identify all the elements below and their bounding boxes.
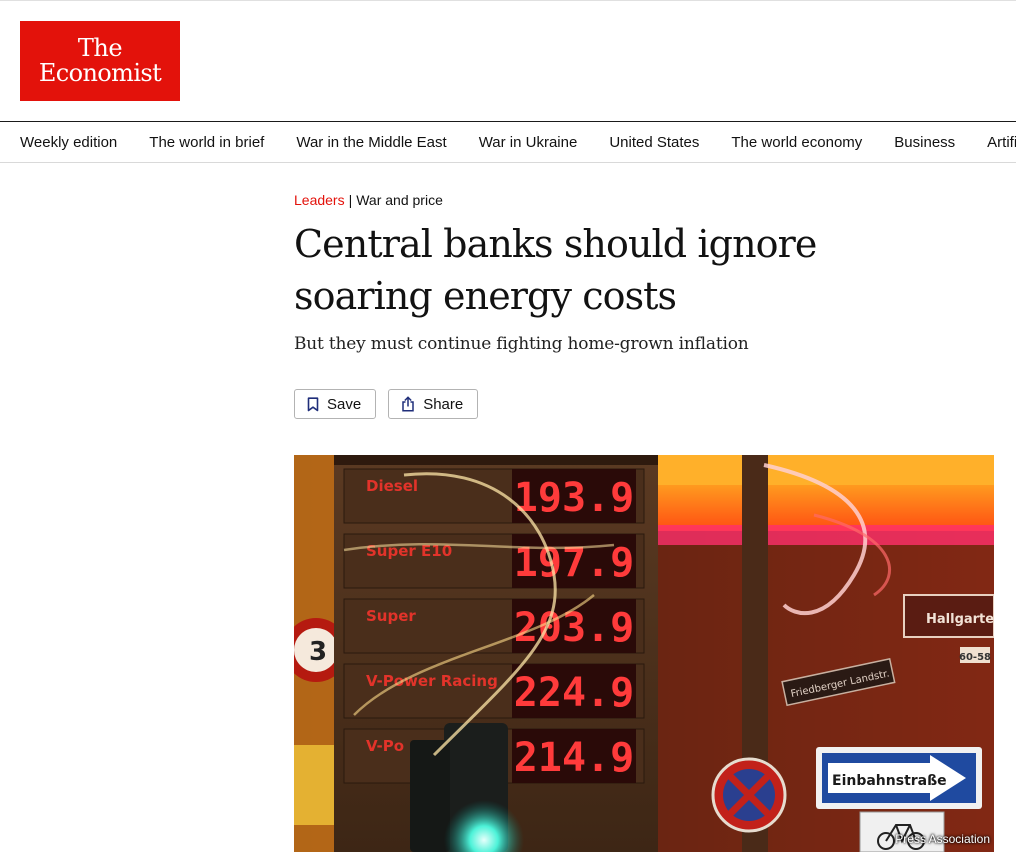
breadcrumb-separator: | (348, 192, 353, 208)
topic-link[interactable]: War and price (356, 192, 443, 208)
round-sign-number: 3 (309, 637, 327, 667)
fuel-label: V-Po (366, 737, 404, 755)
nav-list: Weekly edition The world in brief War in t… (0, 122, 1016, 162)
share-icon (402, 396, 414, 412)
nav-item-war-in-ukraine[interactable]: War in Ukraine (478, 133, 578, 151)
street-sign: Hallgartenstra (926, 612, 994, 627)
nav-item-business[interactable]: Business (894, 133, 956, 151)
section-link[interactable]: Leaders (294, 192, 345, 208)
fuel-station-photo: 3 Diesel 193.9 Super E10 197.9 Super 203.9 V-P… (294, 455, 994, 852)
economist-logo[interactable]: The Economist (20, 21, 180, 101)
nav-item-the-world-in-brief[interactable]: The world in brief (149, 133, 265, 151)
street-sign-number: 60-58 (959, 652, 991, 663)
price-row: Super E10 197.9 (343, 533, 645, 589)
fuel-label: Diesel (366, 477, 418, 495)
breadcrumb: Leaders | War and price (294, 190, 994, 210)
bicycle-icon (877, 824, 925, 850)
headline: Central banks should ignore soaring ener… (294, 222, 817, 318)
nav-item-artificial-intelligence[interactable]: Artificial intelligence (987, 133, 1016, 151)
fuel-price: 224.9 (514, 670, 634, 716)
top-border (0, 0, 1016, 1)
price-row: V-Power Racing 224.9 (343, 663, 645, 719)
save-button[interactable]: Save (294, 389, 377, 419)
bookmark-icon (307, 396, 319, 411)
fuel-price: 203.9 (514, 605, 634, 651)
fuel-label: V-Power Racing (366, 672, 498, 690)
logo-line-1: The (77, 34, 123, 62)
price-row: Diesel 193.9 (343, 468, 645, 524)
logo-line-2: Economist (38, 59, 162, 87)
hero-image: 3 Diesel 193.9 Super E10 197.9 Super 203.9 V-P… (294, 455, 994, 852)
fuel-label: Super (366, 607, 416, 625)
nav-item-united-states[interactable]: United States (609, 133, 700, 151)
image-credit: Press Association (895, 832, 990, 846)
share-button[interactable]: Share (388, 389, 479, 419)
fuel-price: 193.9 (514, 475, 634, 521)
one-way-sign: Einbahnstraße (832, 773, 947, 789)
nav-item-weekly-edition[interactable]: Weekly edition (20, 133, 118, 151)
main-navigation: Weekly edition The world in brief War in t… (0, 121, 1016, 163)
article-actions: Save Share (294, 389, 994, 419)
article-header: Leaders | War and price Central banks shou… (294, 190, 994, 419)
share-button-label: Share (423, 395, 464, 413)
nav-item-the-world-economy[interactable]: The world economy (731, 133, 863, 151)
subheadline: But they must continue fighting home-gro… (294, 334, 749, 354)
save-button-label: Save (327, 395, 362, 413)
fuel-price: 214.9 (514, 735, 634, 781)
nav-item-war-in-the-middle-east[interactable]: War in the Middle East (296, 133, 447, 151)
